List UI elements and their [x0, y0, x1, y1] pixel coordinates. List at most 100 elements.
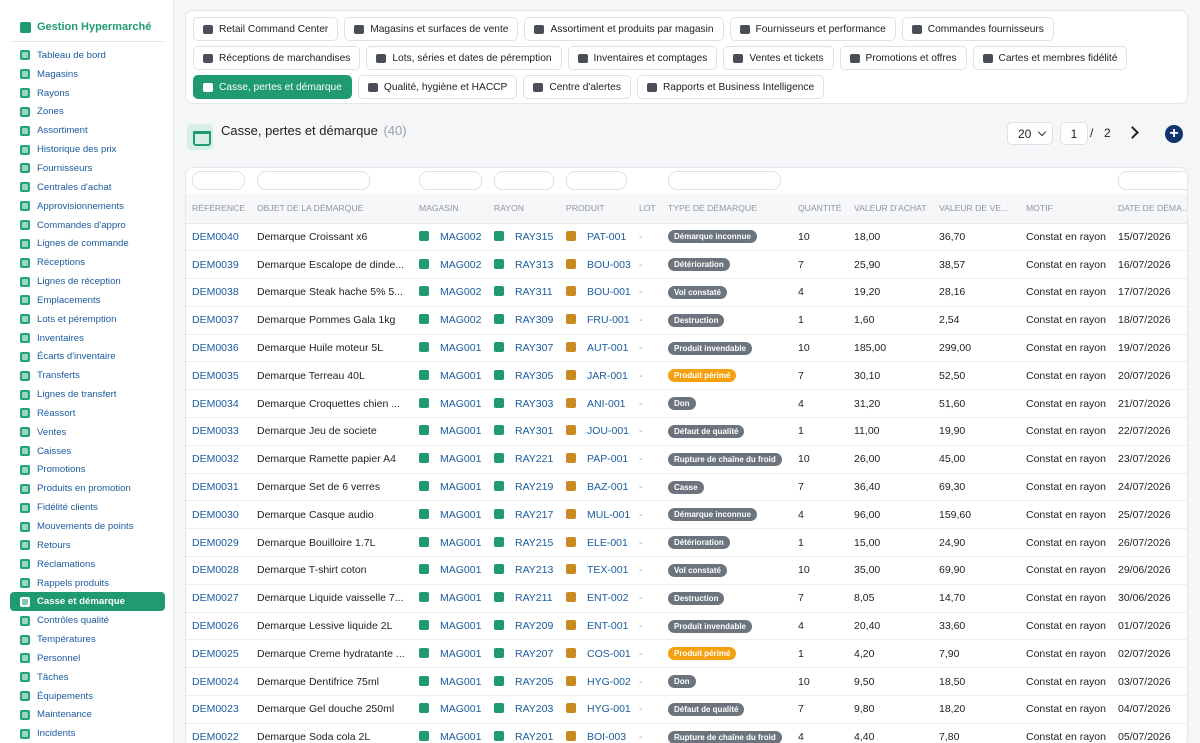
module-tab[interactable]: Lots, séries et dates de péremption	[366, 46, 562, 70]
sidebar-item[interactable]: Fidélité clients	[0, 498, 173, 517]
module-tab[interactable]: Rapports et Business Intelligence	[636, 75, 825, 99]
column-header[interactable]: Objet de la démarque	[251, 194, 413, 224]
sidebar-item[interactable]: Rayons	[0, 84, 173, 103]
table-cell[interactable]: DEM0024	[186, 667, 251, 697]
sidebar-item[interactable]: Réassort	[0, 404, 173, 423]
filter-rayon[interactable]	[494, 171, 554, 190]
table-cell[interactable]: BAZ-001	[560, 473, 633, 502]
sidebar-item[interactable]: Équipements	[0, 687, 173, 706]
sidebar-item[interactable]: Réceptions	[0, 253, 173, 272]
sidebar-item[interactable]: Commandes d'appro	[0, 216, 173, 235]
sidebar-item[interactable]: Magasins	[0, 65, 173, 84]
module-tab[interactable]: Inventaires et comptages	[567, 46, 718, 70]
sidebar-item[interactable]: Lots et péremption	[0, 310, 173, 329]
table-cell[interactable]: DEM0029	[186, 528, 251, 558]
table-cell[interactable]: RAY219	[488, 473, 560, 502]
sidebar-item[interactable]: Assortiment	[0, 121, 173, 140]
filter-type[interactable]	[668, 171, 781, 190]
filter-objet[interactable]	[257, 171, 370, 190]
table-cell[interactable]: ENT-002	[560, 584, 633, 613]
table-cell[interactable]: MAG001	[413, 500, 488, 530]
sidebar-item[interactable]: Lignes de commande	[0, 234, 173, 253]
per-page-select[interactable]: 20	[1007, 122, 1053, 145]
module-tab[interactable]: Réceptions de marchandises	[193, 46, 361, 70]
module-tab[interactable]: Retail Command Center	[193, 17, 339, 41]
table-cell[interactable]: DEM0032	[186, 445, 251, 474]
table-cell[interactable]: JAR-001	[560, 361, 633, 391]
table-cell[interactable]: MUL-001	[560, 500, 633, 530]
table-cell[interactable]: MAG001	[413, 556, 488, 585]
table-row[interactable]: DEM0030 Demarque Casque audio MAG001 RAY217…	[186, 500, 1187, 530]
table-cell[interactable]: ENT-001	[560, 612, 633, 641]
sidebar-item[interactable]: Caisses	[0, 442, 173, 461]
module-tab[interactable]: Ventes et tickets	[723, 46, 834, 70]
table-cell[interactable]: RAY215	[488, 528, 560, 558]
table-cell[interactable]: MAG001	[413, 695, 488, 724]
table-cell[interactable]: MAG001	[413, 612, 488, 641]
sidebar-item[interactable]: Tableau de bord	[0, 46, 173, 65]
sidebar-item[interactable]: Transferts	[0, 366, 173, 385]
sidebar-item[interactable]: Températures	[0, 630, 173, 649]
table-cell[interactable]: MAG001	[413, 361, 488, 391]
table-row[interactable]: DEM0039 Demarque Escalope de dinde... MAG0…	[186, 250, 1187, 280]
table-cell[interactable]: BOI-003	[560, 723, 633, 743]
table-cell[interactable]: DEM0023	[186, 695, 251, 724]
sidebar-item[interactable]: Fournisseurs	[0, 159, 173, 178]
table-cell[interactable]: RAY211	[488, 584, 560, 613]
table-cell[interactable]: RAY207	[488, 639, 560, 669]
module-tab[interactable]: Cartes et membres fidélité	[972, 46, 1128, 70]
table-row[interactable]: DEM0025 Demarque Creme hydratante ... MAG0…	[186, 639, 1187, 669]
table-cell[interactable]: RAY201	[488, 723, 560, 743]
table-cell[interactable]: RAY315	[488, 223, 560, 252]
column-header[interactable]: Rayon	[488, 194, 560, 224]
sidebar-item[interactable]: Incidents	[0, 724, 173, 743]
table-cell[interactable]: MAG001	[413, 445, 488, 474]
table-cell[interactable]: RAY313	[488, 250, 560, 280]
table-row[interactable]: DEM0037 Demarque Pommes Gala 1kg MAG002 RAY…	[186, 306, 1187, 335]
sidebar-item[interactable]: Produits en promotion	[0, 479, 173, 498]
table-cell[interactable]: DEM0027	[186, 584, 251, 613]
table-cell[interactable]: HYG-002	[560, 667, 633, 697]
table-cell[interactable]: PAP-001	[560, 445, 633, 474]
column-header[interactable]: Référence	[186, 194, 251, 224]
table-row[interactable]: DEM0034 Demarque Croquettes chien ... MAG0…	[186, 389, 1187, 419]
column-header[interactable]: Type de démarque	[662, 194, 792, 224]
table-cell[interactable]: MAG001	[413, 667, 488, 697]
column-header[interactable]: Date de déma...	[1112, 194, 1187, 224]
table-cell[interactable]: MAG002	[413, 278, 488, 307]
module-tab[interactable]: Casse, pertes et démarque	[193, 75, 352, 99]
table-cell[interactable]: MAG001	[413, 389, 488, 419]
table-cell[interactable]: DEM0035	[186, 361, 251, 391]
table-cell[interactable]: DEM0022	[186, 723, 251, 743]
sidebar-item[interactable]: Tâches	[0, 668, 173, 687]
table-cell[interactable]: AUT-001	[560, 334, 633, 363]
table-cell[interactable]: COS-001	[560, 639, 633, 669]
table-cell[interactable]: ANI-001	[560, 389, 633, 419]
table-row[interactable]: DEM0038 Demarque Steak hache 5% 5... MAG00…	[186, 278, 1187, 307]
table-cell[interactable]: BOU-003	[560, 250, 633, 280]
filter-produit[interactable]	[566, 171, 627, 190]
next-page-icon[interactable]	[1127, 126, 1139, 138]
table-cell[interactable]: RAY221	[488, 445, 560, 474]
table-cell[interactable]: RAY305	[488, 361, 560, 391]
table-row[interactable]: DEM0035 Demarque Terreau 40L MAG001 RAY305 J…	[186, 361, 1187, 391]
add-record-button[interactable]: +	[1165, 125, 1183, 143]
sidebar-item[interactable]: Lignes de réception	[0, 272, 173, 291]
table-cell[interactable]: DEM0039	[186, 250, 251, 280]
table-row[interactable]: DEM0032 Demarque Ramette papier A4 MAG001 R…	[186, 445, 1187, 474]
table-cell[interactable]: HYG-001	[560, 695, 633, 724]
sidebar-item[interactable]: Lignes de transfert	[0, 385, 173, 404]
table-cell[interactable]: DEM0033	[186, 417, 251, 446]
table-cell[interactable]: DEM0037	[186, 306, 251, 335]
sidebar-item[interactable]: Casse et démarque	[10, 592, 165, 612]
page-number-input[interactable]: 1	[1060, 122, 1088, 145]
table-cell[interactable]: MAG001	[413, 639, 488, 669]
column-header[interactable]: Produit	[560, 194, 633, 224]
table-cell[interactable]: RAY307	[488, 334, 560, 363]
sidebar-item[interactable]: Contrôles qualité	[0, 611, 173, 630]
sidebar-item[interactable]: Retours	[0, 536, 173, 555]
table-cell[interactable]: RAY205	[488, 667, 560, 697]
table-cell[interactable]: MAG002	[413, 306, 488, 335]
sidebar-item[interactable]: Zones	[0, 103, 173, 122]
column-header[interactable]: Valeur de ve...	[933, 194, 1020, 224]
